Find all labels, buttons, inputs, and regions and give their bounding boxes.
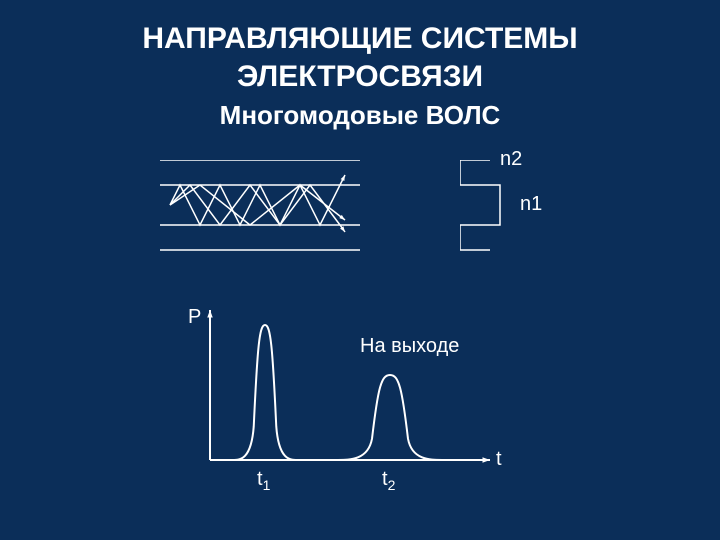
title-line2: ЭЛЕКТРОСВЯЗИ xyxy=(237,60,483,93)
y-axis-label: P xyxy=(188,306,201,329)
slide-subtitle: Многомодовые ВОЛС xyxy=(0,100,720,131)
t1-label: t1 xyxy=(257,468,270,493)
output-label: На выходе xyxy=(360,335,459,358)
n1-label: n1 xyxy=(520,193,542,216)
n2-label: n2 xyxy=(500,148,522,171)
x-axis-label: t xyxy=(496,448,502,471)
slide-title: НАПРАВЛЯЮЩИЕ СИСТЕМЫ ЭЛЕКТРОСВЯЗИ xyxy=(0,20,720,95)
t2-label: t2 xyxy=(382,468,395,493)
pulse-chart xyxy=(190,310,510,480)
fiber-ray-diagram xyxy=(160,160,370,260)
title-line1: НАПРАВЛЯЮЩИЕ СИСТЕМЫ xyxy=(142,22,577,55)
